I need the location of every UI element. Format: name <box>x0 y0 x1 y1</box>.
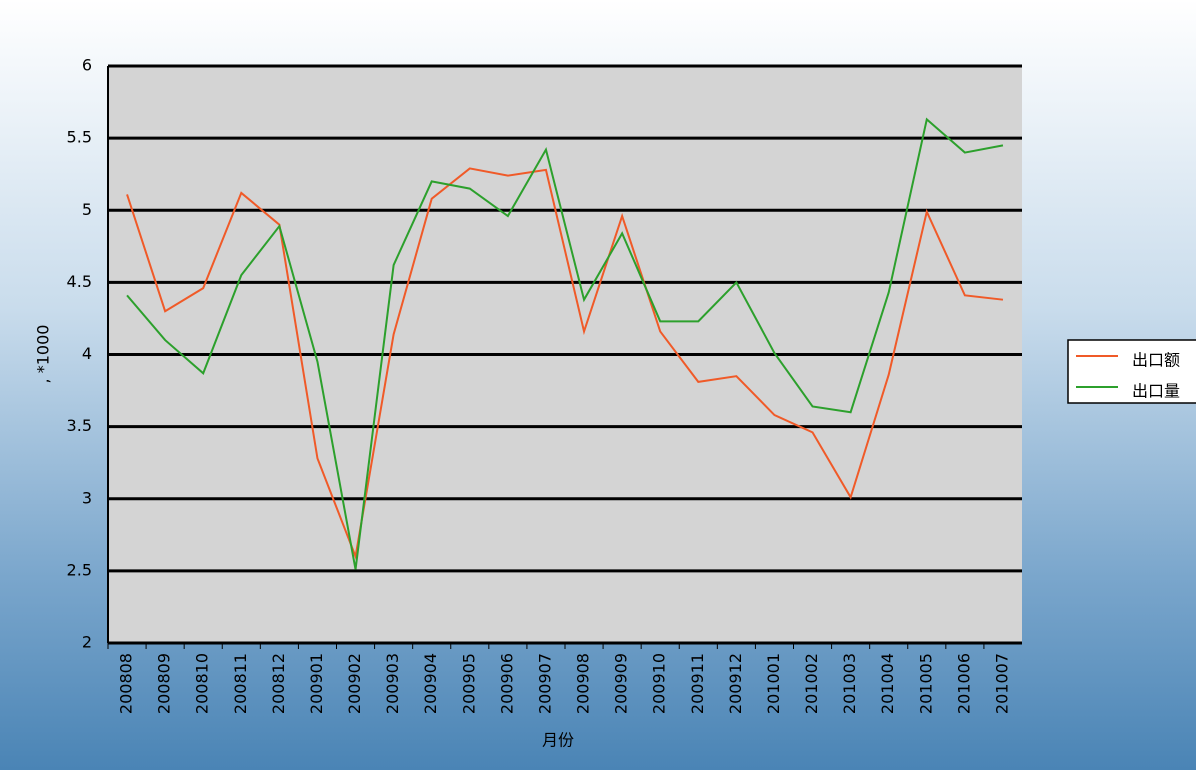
x-tick-label: 200911 <box>688 653 707 714</box>
y-tick-label: 3 <box>82 488 92 507</box>
x-tick-label: 200905 <box>459 653 478 714</box>
legend-label: 出口额 <box>1132 351 1180 370</box>
x-tick-label: 200907 <box>535 653 554 714</box>
x-tick-label: 200811 <box>231 653 250 714</box>
y-tick-label: 5 <box>82 200 92 219</box>
y-tick-label: 4.5 <box>67 272 92 291</box>
x-tick-label: 200903 <box>383 653 402 714</box>
y-tick-label: 2 <box>82 633 92 652</box>
y-tick-label: 3.5 <box>67 416 92 435</box>
x-tick-label: 200809 <box>155 653 174 714</box>
x-tick-label: 200906 <box>497 653 516 714</box>
x-tick-label: 200910 <box>650 653 669 714</box>
x-tick-label: 200912 <box>726 653 745 714</box>
y-tick-label: 2.5 <box>67 560 92 579</box>
x-tick-label: 200901 <box>307 653 326 714</box>
series-line <box>126 117 1004 570</box>
x-axis-label: 月份 <box>542 731 574 750</box>
x-tick-label: 201002 <box>802 653 821 714</box>
x-tick-label: 201004 <box>878 653 897 714</box>
y-tick-label: 6 <box>82 56 92 75</box>
y-tick-label: 4 <box>82 344 92 363</box>
y-tick-label: 5.5 <box>67 128 92 147</box>
legend-box <box>1067 339 1196 404</box>
x-tick-label: 201001 <box>764 653 783 714</box>
legend-label: 出口量 <box>1132 382 1180 401</box>
x-tick-label: 200908 <box>574 653 593 714</box>
series-line <box>126 167 1004 561</box>
x-tick-label: 200909 <box>612 653 631 714</box>
y-axis-label: , *1000 <box>34 325 53 384</box>
x-tick-label: 201003 <box>840 653 859 714</box>
x-tick-label: 201006 <box>954 653 973 714</box>
x-tick-label: 200808 <box>117 653 136 714</box>
x-tick-label: 200904 <box>421 653 440 714</box>
x-tick-label: 200812 <box>269 653 288 714</box>
x-tick-label: 201007 <box>992 653 1011 714</box>
x-tick-label: 201005 <box>916 653 935 714</box>
x-tick-label: 200810 <box>193 653 212 714</box>
x-tick-label: 200902 <box>345 653 364 714</box>
